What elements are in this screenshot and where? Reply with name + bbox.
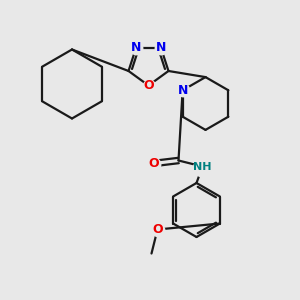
Text: O: O xyxy=(143,79,154,92)
Text: O: O xyxy=(152,223,163,236)
Text: O: O xyxy=(148,157,159,170)
Text: N: N xyxy=(156,41,166,54)
Text: N: N xyxy=(177,84,188,97)
Text: NH: NH xyxy=(193,161,212,172)
Text: N: N xyxy=(131,41,141,54)
